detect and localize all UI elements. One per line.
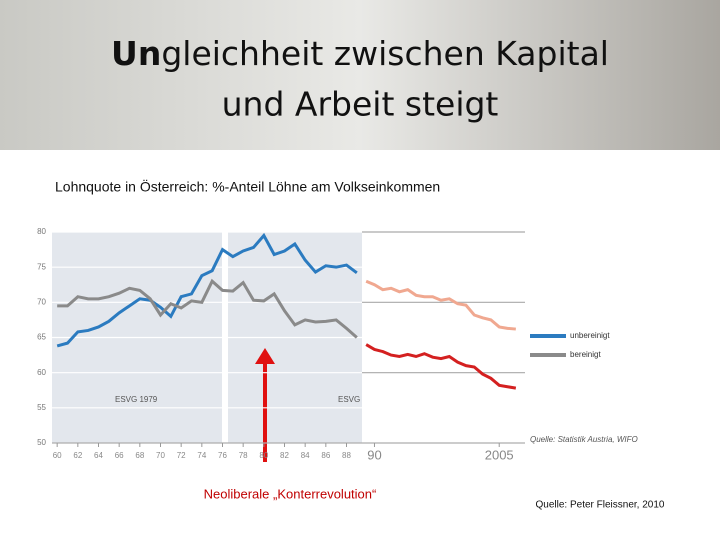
y-tick-label: 80 <box>37 227 46 236</box>
legend-label: bereinigt <box>570 350 601 359</box>
series-line <box>56 232 358 348</box>
source: Quelle: Peter Fleissner, 2010 <box>536 500 665 511</box>
y-tick-label: 75 <box>37 262 46 271</box>
x-tick-label: 70 <box>156 451 165 460</box>
x-tick-label: 76 <box>218 451 227 460</box>
x-tick-label: 84 <box>301 451 310 460</box>
x-tick-label: 60 <box>53 451 62 460</box>
x-tick-label: 82 <box>280 451 289 460</box>
annotation: Neoliberale „Konterrevolution“ <box>204 486 377 501</box>
series-line <box>57 278 358 339</box>
x-tick-label: 68 <box>135 451 144 460</box>
x-tick-label: 66 <box>115 451 124 460</box>
x-tick-label: 74 <box>197 451 206 460</box>
x-tick-label: 72 <box>177 451 186 460</box>
slide-title: Ungleichheit zwischen Kapital <box>111 34 609 73</box>
x-tick-label: 80 <box>259 451 268 460</box>
chart-annotation: ESVG <box>338 395 360 404</box>
y-tick-label: 60 <box>37 368 46 377</box>
series-line <box>365 279 516 331</box>
x-tick-label: 62 <box>73 451 82 460</box>
subtitle: Lohnquote in Österreich: %-Anteil Löhne … <box>55 178 440 195</box>
x-tick-label: 86 <box>321 451 330 460</box>
y-tick-label: 50 <box>37 438 46 447</box>
slide-title: und Arbeit steigt <box>222 85 499 124</box>
y-tick-label: 55 <box>37 403 46 412</box>
chart-annotation: ESVG 1979 <box>115 395 158 404</box>
chart-annotation: Quelle: Statistik Austria, WIFO <box>530 435 638 444</box>
series-line <box>365 343 517 390</box>
header-background <box>0 0 720 150</box>
x-tick-label: 2005 <box>485 447 514 462</box>
x-tick-label: 64 <box>94 451 103 460</box>
x-tick-label: 90 <box>367 447 381 462</box>
x-tick-label: 78 <box>239 451 248 460</box>
y-tick-label: 65 <box>37 333 46 342</box>
y-tick-label: 70 <box>37 297 46 306</box>
legend-label: unbereinigt <box>570 331 610 340</box>
x-tick-label: 88 <box>342 451 351 460</box>
arrow-head <box>255 348 275 364</box>
